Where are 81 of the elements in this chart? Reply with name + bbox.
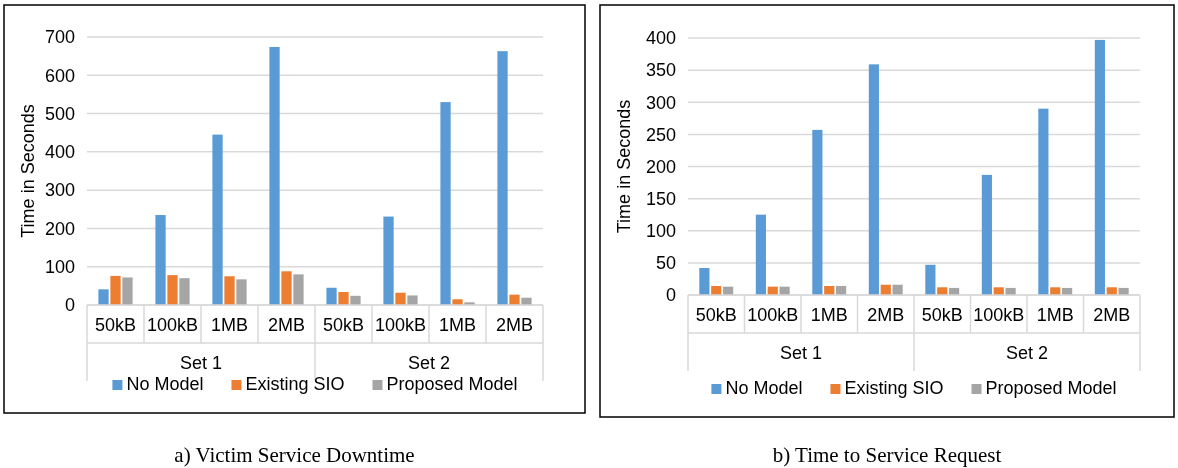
bar <box>155 215 166 305</box>
text: Set 1 <box>779 343 823 363</box>
y-tick-label: 400 <box>645 28 676 49</box>
x-tick-label: 50kB <box>921 305 963 325</box>
y-tick-label: 300 <box>44 180 75 201</box>
legend-label: Proposed Model <box>386 374 518 394</box>
legend-label: Existing SIO <box>844 378 944 398</box>
legend-label: No Model <box>725 378 803 398</box>
y-axis-title: Time in Seconds <box>614 99 634 234</box>
bar <box>236 279 247 305</box>
y-tick-label: 200 <box>645 156 676 177</box>
bar <box>407 295 418 305</box>
bar <box>281 271 292 305</box>
x-tick-label: 100kB <box>973 305 1025 325</box>
bar <box>497 51 508 305</box>
x-tick-label: 1MB <box>1036 305 1074 325</box>
x-tick-label: 100kB <box>146 315 199 335</box>
bar <box>383 216 394 305</box>
y-tick-label: 150 <box>645 188 676 209</box>
y-tick-label: 350 <box>645 60 676 81</box>
legend-label: Proposed Model <box>985 378 1117 398</box>
bar <box>509 294 520 305</box>
x-tick-label: 1MB <box>810 305 848 325</box>
bar <box>755 214 766 295</box>
bar <box>350 295 361 305</box>
bar <box>812 129 823 295</box>
y-tick-label: 100 <box>44 256 75 277</box>
bar <box>699 268 710 295</box>
bar <box>269 46 280 305</box>
x-tick-label: 100kB <box>747 305 799 325</box>
x-tick-label: 100kB <box>374 315 427 335</box>
y-tick-label: 400 <box>44 142 75 163</box>
x-tick-label: 2MB <box>867 305 905 325</box>
y-tick-label: 700 <box>44 27 75 48</box>
y-tick-label: 100 <box>645 221 676 242</box>
bar <box>395 292 406 305</box>
bar <box>925 264 936 295</box>
bar <box>868 64 879 295</box>
x-tick-label: 50kB <box>322 315 365 335</box>
legend-label: No Model <box>126 374 204 394</box>
text: Set 2 <box>407 353 451 373</box>
x-tick-label: 1MB <box>210 315 249 335</box>
bar <box>937 287 948 295</box>
x-tick-label: 2MB <box>495 315 534 335</box>
bar <box>452 299 463 305</box>
y-tick-label: 300 <box>645 92 676 113</box>
legend-label: Existing SIO <box>245 374 345 394</box>
y-tick-label: 600 <box>44 65 75 86</box>
text: a) Victim Service Downtime <box>174 443 415 467</box>
bar <box>338 291 349 305</box>
bar <box>1038 108 1049 295</box>
y-tick-label: 0 <box>64 295 75 316</box>
y-axis-title: Time in Seconds <box>18 104 38 238</box>
y-tick-label: 200 <box>44 218 75 239</box>
bar <box>1106 287 1117 295</box>
bar <box>122 277 133 305</box>
bar <box>167 275 178 305</box>
bar <box>179 278 190 305</box>
bar <box>293 274 304 305</box>
bar <box>993 287 1004 295</box>
bar <box>440 102 451 305</box>
bar <box>224 276 235 305</box>
text: Set 2 <box>1005 343 1049 363</box>
x-tick-label: 50kB <box>695 305 737 325</box>
text: Set 1 <box>179 353 223 373</box>
text: b) Time to Service Request <box>772 443 1002 467</box>
bar <box>981 174 992 295</box>
y-tick-label: 0 <box>665 285 676 306</box>
x-tick-label: 1MB <box>438 315 477 335</box>
bar <box>110 275 121 305</box>
bar <box>326 287 337 305</box>
y-tick-label: 500 <box>44 103 75 124</box>
x-tick-label: 2MB <box>267 315 306 335</box>
y-tick-label: 50 <box>655 253 676 274</box>
bar <box>98 289 109 305</box>
bar <box>1050 287 1061 295</box>
y-tick-label: 250 <box>645 124 676 145</box>
x-tick-label: 50kB <box>94 315 137 335</box>
x-tick-label: 2MB <box>1093 305 1131 325</box>
bar <box>212 134 223 305</box>
bar <box>1094 39 1105 295</box>
